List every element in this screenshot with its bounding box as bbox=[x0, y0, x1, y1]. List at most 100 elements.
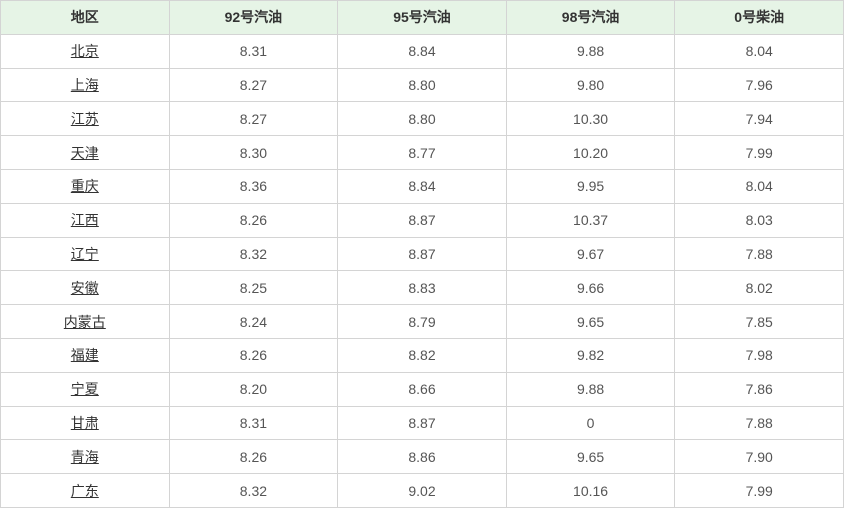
cell-d0: 7.88 bbox=[675, 237, 844, 271]
cell-v95: 8.79 bbox=[338, 305, 507, 339]
region-link[interactable]: 安徽 bbox=[71, 280, 99, 296]
region-link[interactable]: 甘肃 bbox=[71, 415, 99, 431]
region-link[interactable]: 辽宁 bbox=[71, 246, 99, 262]
cell-v92: 8.36 bbox=[169, 169, 338, 203]
cell-v92: 8.26 bbox=[169, 203, 338, 237]
region-link[interactable]: 天津 bbox=[71, 145, 99, 161]
cell-region[interactable]: 安徽 bbox=[1, 271, 170, 305]
cell-v98: 0 bbox=[506, 406, 675, 440]
cell-d0: 7.99 bbox=[675, 474, 844, 508]
table-row: 江苏 8.278.8010.307.94 bbox=[1, 102, 844, 136]
fuel-price-table: 地区 92号汽油 95号汽油 98号汽油 0号柴油 北京8.318.849.88… bbox=[0, 0, 844, 508]
cell-v95: 8.83 bbox=[338, 271, 507, 305]
cell-v95: 8.84 bbox=[338, 169, 507, 203]
cell-d0: 7.88 bbox=[675, 406, 844, 440]
cell-v98: 9.95 bbox=[506, 169, 675, 203]
header-92: 92号汽油 bbox=[169, 1, 338, 35]
cell-d0: 7.86 bbox=[675, 372, 844, 406]
header-98: 98号汽油 bbox=[506, 1, 675, 35]
cell-d0: 7.90 bbox=[675, 440, 844, 474]
region-link[interactable]: 上海 bbox=[71, 77, 99, 93]
region-link[interactable]: 江西 bbox=[71, 212, 99, 228]
cell-v95: 8.80 bbox=[338, 68, 507, 102]
cell-v95: 8.80 bbox=[338, 102, 507, 136]
cell-v95: 8.87 bbox=[338, 406, 507, 440]
header-95: 95号汽油 bbox=[338, 1, 507, 35]
cell-v95: 8.84 bbox=[338, 34, 507, 68]
cell-v92: 8.20 bbox=[169, 372, 338, 406]
table-row: 重庆 8.368.849.958.04 bbox=[1, 169, 844, 203]
cell-v98: 9.65 bbox=[506, 440, 675, 474]
cell-v92: 8.32 bbox=[169, 474, 338, 508]
cell-v98: 10.20 bbox=[506, 136, 675, 170]
cell-v95: 9.02 bbox=[338, 474, 507, 508]
cell-region[interactable]: 北京 bbox=[1, 34, 170, 68]
region-link[interactable]: 福建 bbox=[71, 347, 99, 363]
cell-v98: 9.67 bbox=[506, 237, 675, 271]
cell-region[interactable]: 江西 bbox=[1, 203, 170, 237]
table-row: 宁夏8.208.669.887.86 bbox=[1, 372, 844, 406]
region-link[interactable]: 内蒙古 bbox=[64, 314, 106, 330]
cell-region[interactable]: 内蒙古 bbox=[1, 305, 170, 339]
cell-v92: 8.32 bbox=[169, 237, 338, 271]
table-body: 北京8.318.849.888.04上海8.278.809.807.96江苏8.… bbox=[1, 34, 844, 507]
cell-v92: 8.27 bbox=[169, 102, 338, 136]
table-header-row: 地区 92号汽油 95号汽油 98号汽油 0号柴油 bbox=[1, 1, 844, 35]
cell-v98: 9.65 bbox=[506, 305, 675, 339]
cell-v92: 8.31 bbox=[169, 34, 338, 68]
cell-region[interactable]: 江苏 bbox=[1, 102, 170, 136]
cell-v95: 8.87 bbox=[338, 237, 507, 271]
cell-v95: 8.82 bbox=[338, 338, 507, 372]
cell-d0: 7.99 bbox=[675, 136, 844, 170]
cell-v92: 8.25 bbox=[169, 271, 338, 305]
cell-v98: 9.66 bbox=[506, 271, 675, 305]
cell-region[interactable]: 青海 bbox=[1, 440, 170, 474]
cell-v92: 8.31 bbox=[169, 406, 338, 440]
cell-v95: 8.86 bbox=[338, 440, 507, 474]
table-row: 辽宁 8.328.879.677.88 bbox=[1, 237, 844, 271]
table-row: 内蒙古 8.248.799.657.85 bbox=[1, 305, 844, 339]
cell-v92: 8.30 bbox=[169, 136, 338, 170]
header-region: 地区 bbox=[1, 1, 170, 35]
cell-region[interactable]: 重庆 bbox=[1, 169, 170, 203]
region-link[interactable]: 重庆 bbox=[71, 178, 99, 194]
header-diesel: 0号柴油 bbox=[675, 1, 844, 35]
table-row: 福建8.268.829.827.98 bbox=[1, 338, 844, 372]
cell-d0: 7.96 bbox=[675, 68, 844, 102]
cell-region[interactable]: 广东 bbox=[1, 474, 170, 508]
cell-v95: 8.87 bbox=[338, 203, 507, 237]
cell-v98: 9.88 bbox=[506, 34, 675, 68]
cell-region[interactable]: 宁夏 bbox=[1, 372, 170, 406]
region-link[interactable]: 江苏 bbox=[71, 111, 99, 127]
cell-v98: 10.16 bbox=[506, 474, 675, 508]
cell-v95: 8.77 bbox=[338, 136, 507, 170]
cell-v92: 8.26 bbox=[169, 338, 338, 372]
region-link[interactable]: 北京 bbox=[71, 43, 99, 59]
cell-region[interactable]: 天津 bbox=[1, 136, 170, 170]
cell-v92: 8.24 bbox=[169, 305, 338, 339]
table-row: 安徽8.258.839.668.02 bbox=[1, 271, 844, 305]
cell-v92: 8.26 bbox=[169, 440, 338, 474]
cell-d0: 7.94 bbox=[675, 102, 844, 136]
cell-v98: 9.82 bbox=[506, 338, 675, 372]
cell-d0: 8.04 bbox=[675, 169, 844, 203]
cell-v95: 8.66 bbox=[338, 372, 507, 406]
table-row: 北京 8.318.849.888.04 bbox=[1, 34, 844, 68]
cell-v92: 8.27 bbox=[169, 68, 338, 102]
cell-d0: 8.03 bbox=[675, 203, 844, 237]
cell-v98: 9.80 bbox=[506, 68, 675, 102]
region-link[interactable]: 宁夏 bbox=[71, 381, 99, 397]
cell-v98: 10.30 bbox=[506, 102, 675, 136]
cell-d0: 7.85 bbox=[675, 305, 844, 339]
cell-region[interactable]: 上海 bbox=[1, 68, 170, 102]
cell-region[interactable]: 辽宁 bbox=[1, 237, 170, 271]
cell-region[interactable]: 福建 bbox=[1, 338, 170, 372]
table-row: 天津 8.308.7710.207.99 bbox=[1, 136, 844, 170]
cell-region[interactable]: 甘肃 bbox=[1, 406, 170, 440]
region-link[interactable]: 青海 bbox=[71, 449, 99, 465]
table-row: 广东 8.329.0210.167.99 bbox=[1, 474, 844, 508]
cell-d0: 8.04 bbox=[675, 34, 844, 68]
table-row: 甘肃 8.318.8707.88 bbox=[1, 406, 844, 440]
cell-v98: 10.37 bbox=[506, 203, 675, 237]
region-link[interactable]: 广东 bbox=[71, 483, 99, 499]
